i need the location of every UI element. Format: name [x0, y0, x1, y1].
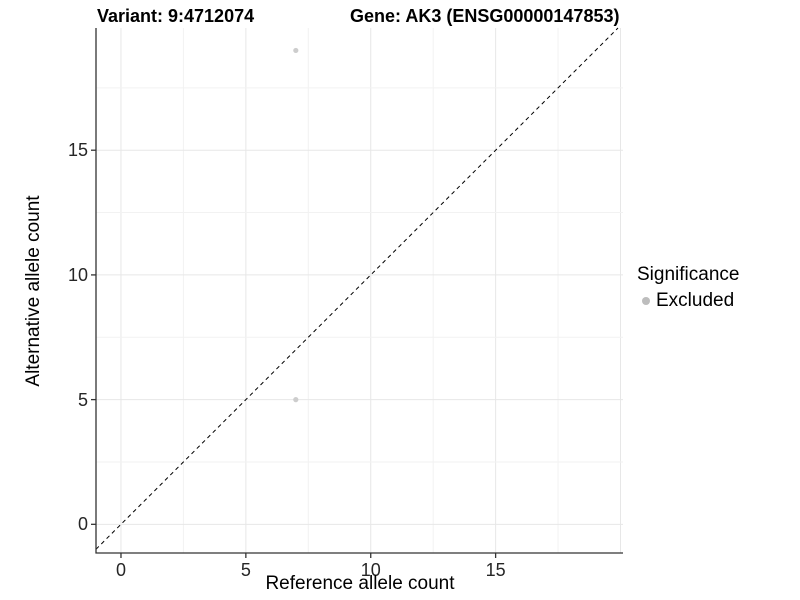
legend-entry-excluded: Excluded	[637, 290, 739, 312]
plot-title-variant: Variant: 9:4712074	[97, 6, 255, 26]
x-tick-label: 15	[485, 560, 506, 580]
x-tick-label: 0	[115, 560, 126, 580]
y-tick-label: 0	[77, 514, 88, 535]
x-axis-title: Reference allele count	[265, 573, 455, 594]
x-tick-label: 10	[360, 560, 381, 580]
plot-title-gene: Gene: AK3 (ENSG00000147853)	[350, 6, 620, 26]
y-tick-label: 10	[67, 264, 88, 285]
identity-line	[95, 27, 619, 550]
x-tick-label: 5	[240, 560, 251, 580]
y-axis-title: Alternative allele count	[23, 195, 44, 387]
legend-title: Significance	[637, 264, 740, 285]
data-point	[293, 47, 299, 54]
data-point	[293, 397, 299, 403]
y-tick-label: 15	[67, 140, 88, 161]
y-tick-label: 5	[77, 389, 88, 410]
legend-point-icon	[642, 297, 650, 305]
legend-entry-label: Excluded	[656, 290, 735, 311]
legend: Significance Excluded	[637, 264, 739, 312]
